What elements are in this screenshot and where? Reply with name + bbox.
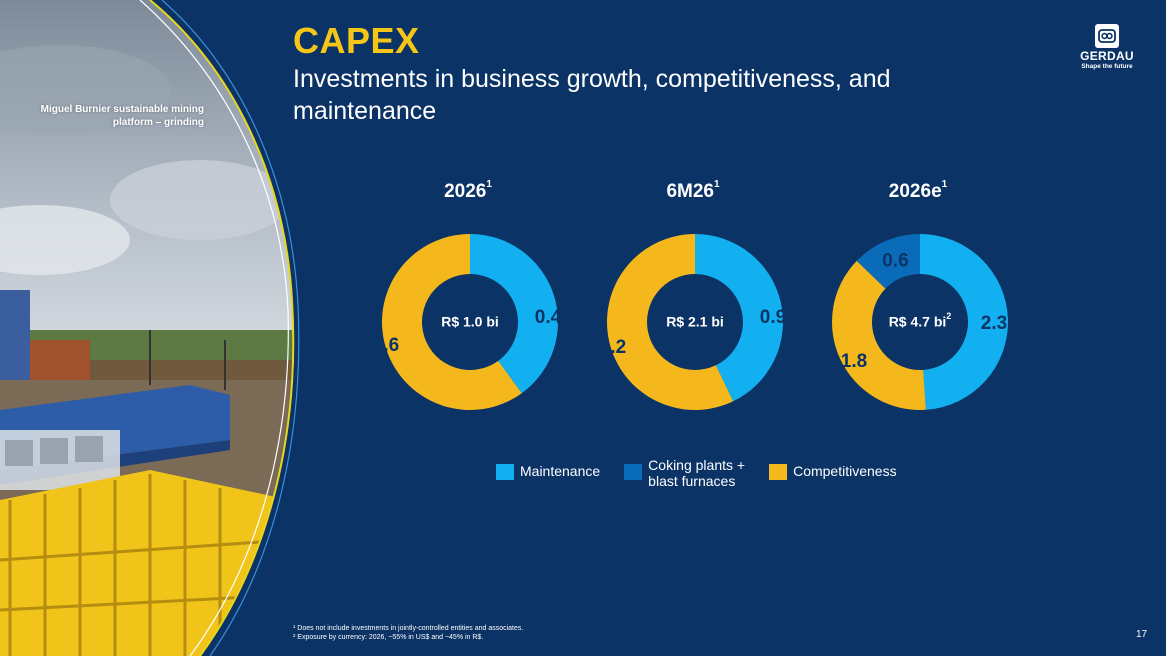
legend-swatch-maintenance <box>496 464 514 480</box>
page-title: CAPEX <box>293 20 420 61</box>
value-label-6m26-maintenance: 0.9 <box>760 307 786 328</box>
slice-6m26-maintenance <box>695 234 783 402</box>
legend-swatch-coking-plants <box>624 464 643 480</box>
photo-caption: Miguel Burnier sustainable mining platfo… <box>40 104 204 128</box>
center-label-2026: R$ 1.0 bi <box>441 314 499 330</box>
gerdau-logo-icon <box>1095 24 1119 48</box>
slice-6m26-competitiveness <box>607 234 734 410</box>
value-label-2026e-coking-plants-blast-furnaces: 0.6 <box>882 250 908 271</box>
gerdau-logo: GERDAU Shape the future <box>1074 24 1140 71</box>
legend-label-coking-plants-line2: blast furnaces <box>648 473 736 489</box>
slice-2026e-maintenance <box>920 233 1009 410</box>
footnote-2: ² Exposure by currency: 2026, ~55% in US… <box>293 634 484 641</box>
slice-2026-maintenance <box>470 234 558 394</box>
legend-item-coking-plants: Coking plants + blast furnaces <box>624 457 745 489</box>
chart-title-2026: 20261 <box>444 179 492 202</box>
center-label-6m26: R$ 2.1 bi <box>666 314 724 330</box>
value-label-2026e-maintenance: 2.3 <box>981 313 1007 334</box>
legend-label-coking-plants: Coking plants + blast furnaces <box>648 457 745 489</box>
legend-item-maintenance: Maintenance <box>496 457 600 480</box>
legend-item-competitiveness: Competitiveness <box>769 457 897 480</box>
center-label-2026e: R$ 4.7 bi2 <box>889 311 952 329</box>
legend-label-coking-plants-line1: Coking plants + <box>648 457 746 473</box>
value-label-2026-competitiveness: 0.6 <box>373 335 399 356</box>
logo-tagline: Shape the future <box>1081 63 1133 70</box>
chart-title-6m26: 6M261 <box>666 179 720 202</box>
footnotes: ¹ Does not include investments in jointl… <box>293 624 523 642</box>
value-label-2026e-competitiveness: 1.8 <box>841 351 867 372</box>
value-label-2026-maintenance: 0.4 <box>535 307 562 328</box>
slice-2026e-competitiveness <box>832 260 926 411</box>
site-photo <box>0 0 300 656</box>
legend-label-maintenance: Maintenance <box>520 463 601 479</box>
logo-wordmark: GERDAU <box>1080 49 1134 63</box>
legend-label-competitiveness: Competitiveness <box>793 463 897 479</box>
slice-2026e-coking-plants-blast-furnaces <box>856 234 920 289</box>
slice-2026-competitiveness <box>381 234 522 411</box>
chart-title-2026e: 2026e1 <box>889 179 948 202</box>
page-number: 17 <box>1136 629 1148 640</box>
value-label-6m26-competitiveness: 1.2 <box>600 337 626 358</box>
legend-swatch-competitiveness <box>769 464 788 480</box>
page-subtitle: Investments in business growth, competit… <box>293 65 891 125</box>
footnote-1: ¹ Does not include investments in jointl… <box>293 625 524 632</box>
chart-legend: Maintenance Coking plants + blast furnac… <box>496 457 921 489</box>
